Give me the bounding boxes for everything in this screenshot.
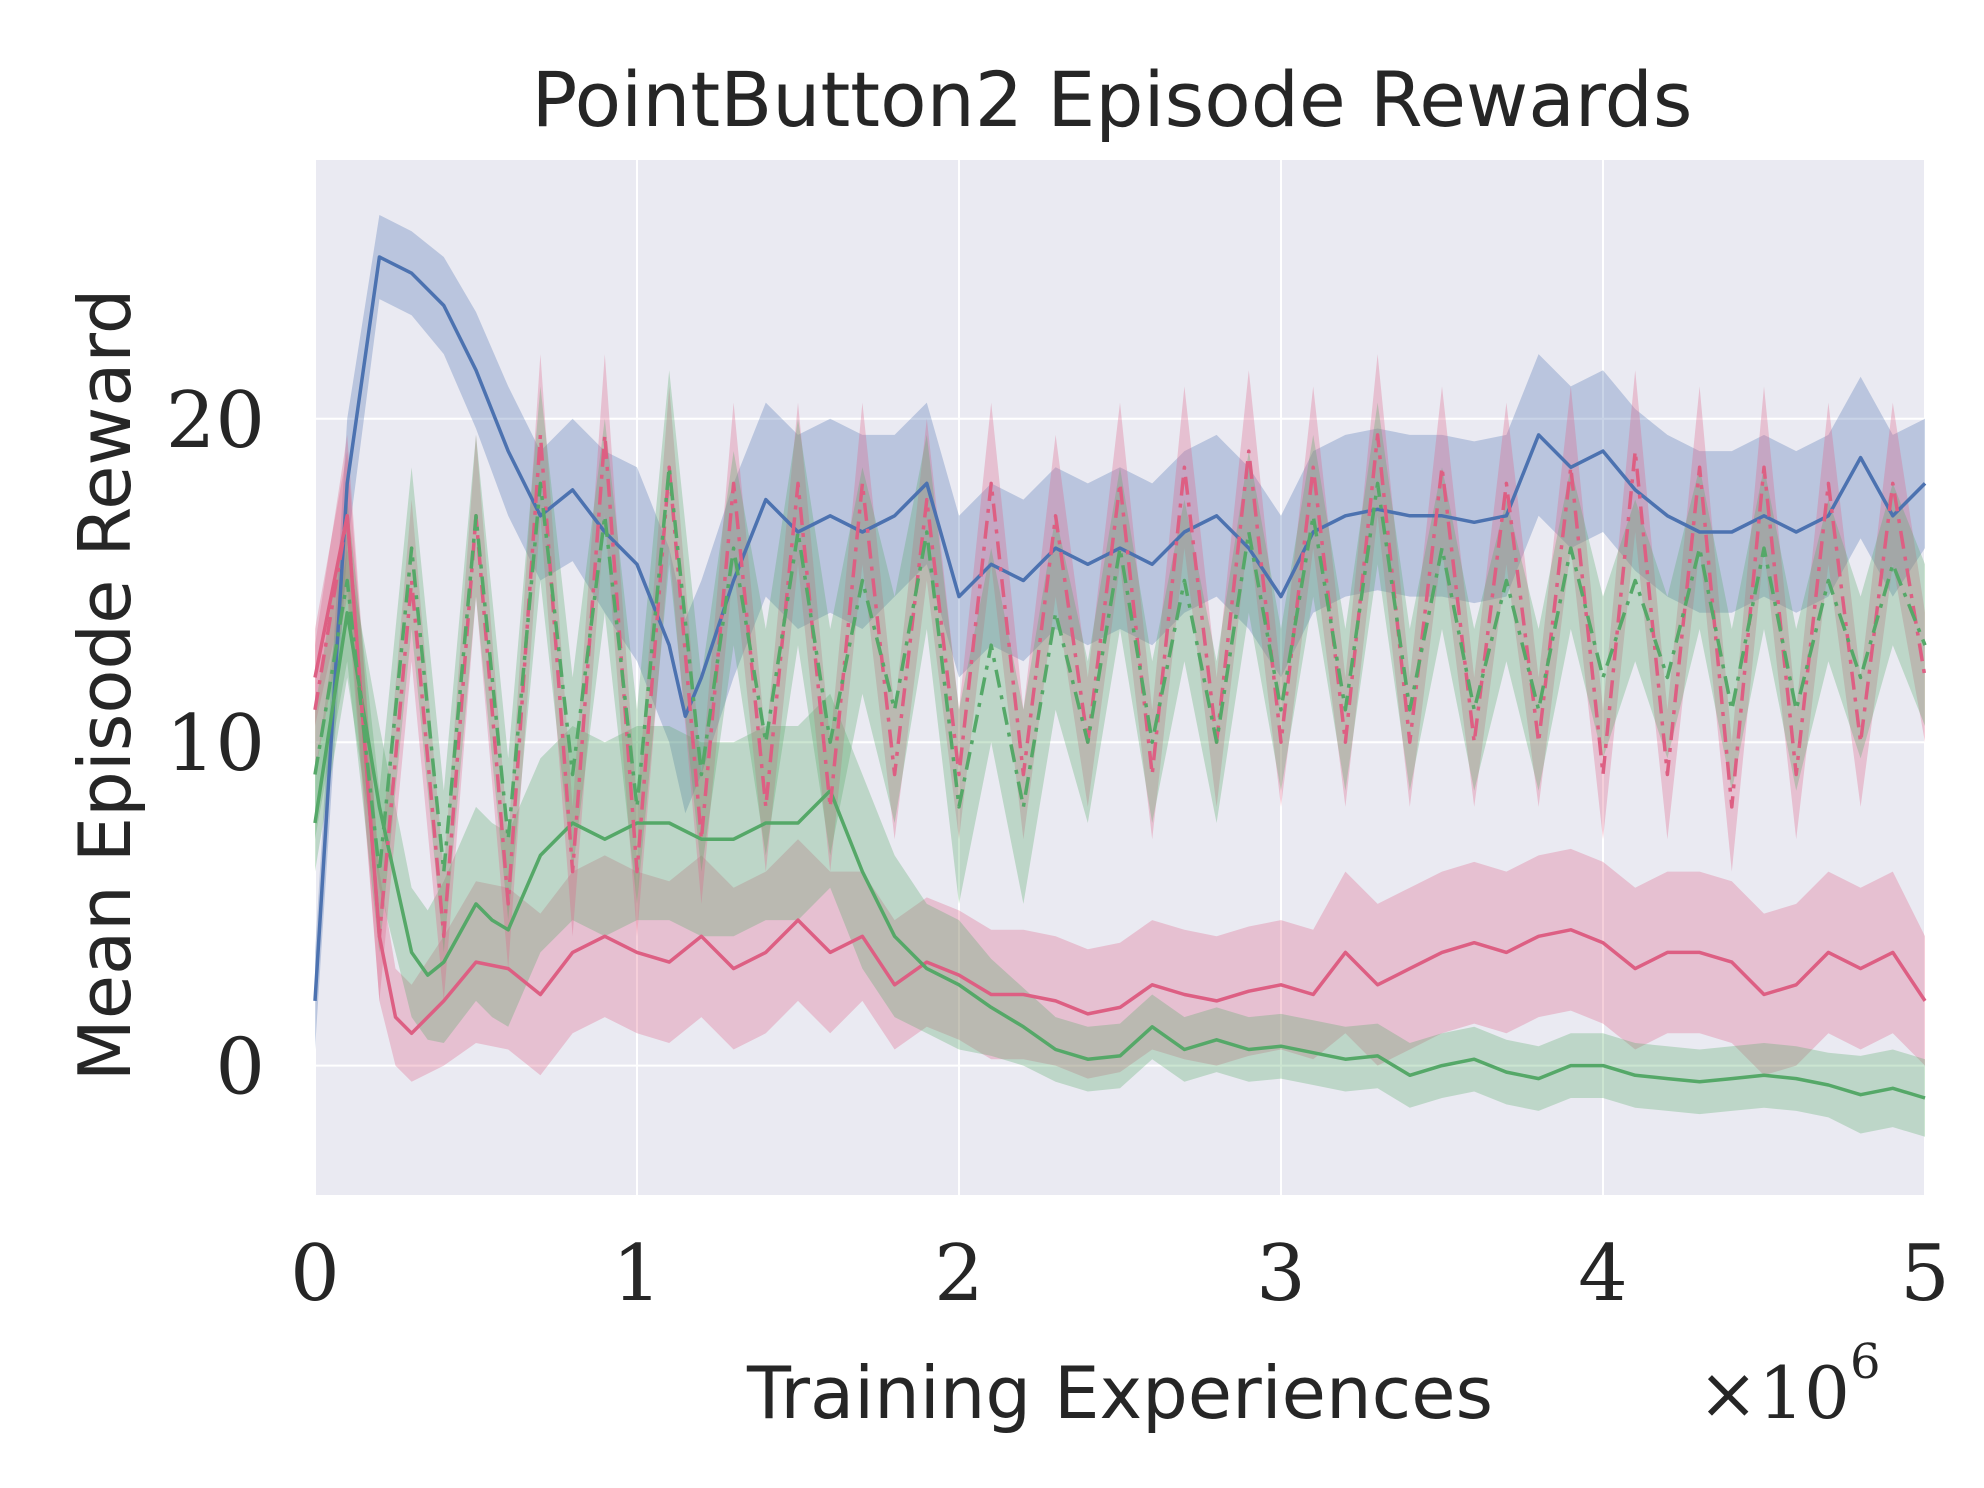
- x-multiplier-base: ×10: [1698, 1351, 1850, 1435]
- series-lines: [313, 255, 1927, 1100]
- y-tick-label-1: 10: [166, 699, 265, 789]
- series-band-4: [315, 370, 1925, 953]
- series-band-2: [315, 548, 1925, 1137]
- x-tick-label-2: 2: [934, 1229, 984, 1319]
- x-tick-label-0: 0: [290, 1229, 340, 1319]
- series-line-4: [313, 465, 1927, 874]
- series-line-3: [313, 433, 1927, 939]
- y-tick-label-2: 20: [166, 376, 265, 466]
- series-band-0: [315, 215, 1925, 1050]
- x-tick-label-3: 3: [1256, 1229, 1306, 1319]
- chart-title: PointButton2 Episode Rewards: [531, 55, 1692, 144]
- x-axis-multiplier: ×106: [1698, 1334, 1881, 1435]
- series-line-2: [313, 611, 1926, 1100]
- series-line-0: [313, 255, 1927, 1002]
- x-tick-label-5: 5: [1900, 1229, 1950, 1319]
- y-axis-label: Mean Episode Reward: [63, 289, 147, 1082]
- plot-area: [315, 160, 1925, 1195]
- x-multiplier-exponent: 6: [1850, 1334, 1881, 1390]
- y-tick-label-0: 0: [215, 1023, 265, 1113]
- series-line-1: [313, 514, 1927, 1036]
- y-axis-ticks: 0 10 20: [166, 376, 265, 1113]
- series-band-1: [315, 451, 1925, 1082]
- series-bands: [315, 215, 1925, 1137]
- series-band-3: [315, 354, 1925, 1001]
- x-axis-ticks: 0 1 2 3 4 5: [290, 1229, 1950, 1319]
- x-tick-label-4: 4: [1578, 1229, 1628, 1319]
- x-axis-label: Training Experiences: [746, 1351, 1493, 1435]
- x-tick-label-1: 1: [612, 1229, 662, 1319]
